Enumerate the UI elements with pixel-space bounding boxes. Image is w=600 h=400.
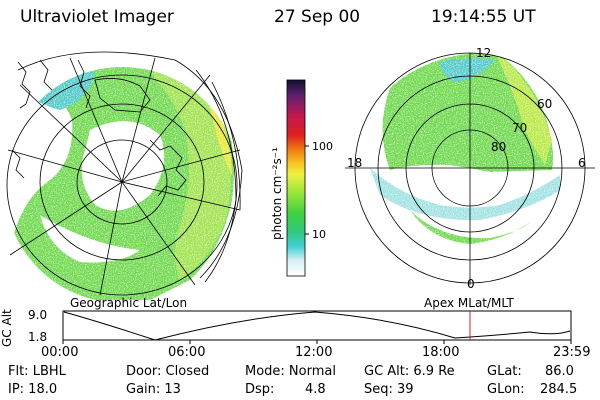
mlat-label-70: 70: [512, 121, 528, 135]
colorbar-tick-100: 100: [312, 140, 333, 153]
gc-alt-info: GC Alt: 6.9 Re: [364, 364, 455, 379]
altitude-curve: [63, 311, 571, 341]
mode-info: Mode: Normal: [245, 364, 336, 379]
altitude-axis-title: GC Alt: [0, 309, 14, 347]
time-tick: 12:00: [295, 345, 333, 360]
dsp-info-value: 4.8: [305, 382, 326, 397]
time-tick: 18:00: [422, 345, 460, 360]
time-tick: 00:00: [41, 345, 79, 360]
filter-info: Flt: LBHL: [8, 364, 66, 379]
colorbar-label: photon cm⁻²s⁻¹: [270, 147, 284, 240]
dsp-info-label: Dsp:: [245, 382, 275, 397]
time-tick: 23:59: [553, 345, 591, 360]
mlt-label-noon: 12: [476, 46, 492, 60]
polar-panel: [345, 52, 595, 285]
glon-info-value: 284.5: [540, 382, 578, 397]
mlt-label-dawn: 6: [578, 156, 586, 170]
time-tick: 06:00: [168, 345, 206, 360]
mlt-label-dusk: 18: [347, 156, 363, 170]
mlat-label-60: 60: [537, 97, 553, 111]
glat-info-label: GLat:: [487, 364, 522, 379]
altitude-plot: [62, 310, 572, 344]
geographic-panel-label: Geographic Lat/Lon: [70, 296, 188, 310]
instrument-title: Ultraviolet Imager: [20, 7, 174, 27]
glat-info-value: 86.0: [545, 364, 574, 379]
door-info: Door: Closed: [126, 364, 210, 379]
polar-panel-label: Apex MLat/MLT: [424, 296, 514, 310]
altitude-tick-min: 1.8: [28, 330, 48, 344]
colorbar-tick-10: 10: [312, 228, 326, 241]
altitude-tick-max: 9.0: [28, 308, 48, 322]
date-label: 27 Sep 00: [274, 7, 361, 27]
mlat-label-80: 80: [491, 140, 507, 154]
gain-info: Gain: 13: [126, 382, 181, 397]
geographic-panel: [4, 51, 243, 303]
colorbar: [286, 79, 309, 277]
mlt-label-midnight: 0: [467, 277, 475, 291]
ip-info: IP: 18.0: [8, 382, 58, 397]
time-label: 19:14:55 UT: [431, 7, 536, 27]
seq-info: Seq: 39: [364, 382, 414, 397]
glon-info-label: GLon:: [487, 382, 525, 397]
